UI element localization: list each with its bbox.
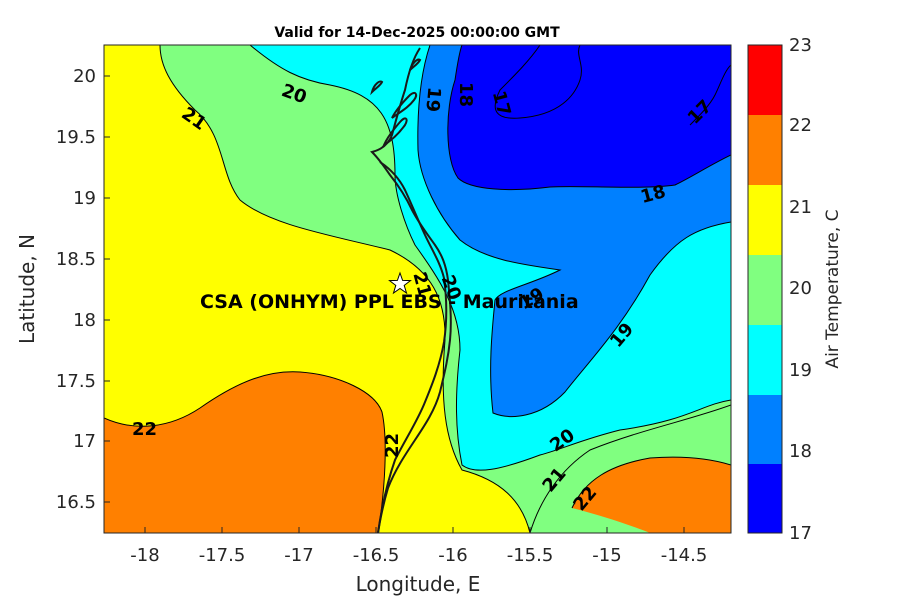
- x-tick-label: -16: [438, 545, 467, 566]
- plot-frame: [103, 44, 732, 534]
- x-tick-label: -15: [592, 545, 621, 566]
- site-label: CSA (ONHYM) PPL EBS - Mauritania: [200, 291, 579, 313]
- island-3: [370, 80, 384, 96]
- band-22-23-se: [572, 457, 731, 533]
- band-17-18: [447, 45, 731, 190]
- x-axis-label: Longitude, E: [356, 572, 481, 596]
- colorbar-band: [748, 255, 782, 325]
- y-tick-label: 18: [73, 310, 96, 331]
- x-tick-label: -14.5: [661, 545, 708, 566]
- isoline-17a: [494, 45, 582, 119]
- x-axis: -18 -17.5 -17 -16.5 -16 -15.5 -15 -14.5 …: [130, 527, 707, 596]
- colorbar-band: [748, 185, 782, 255]
- x-tick-label: -17: [284, 545, 313, 566]
- isoline-19: [417, 45, 731, 417]
- isoline-17b: [689, 64, 731, 126]
- island-2: [381, 117, 408, 148]
- colorbar-tick-label: 18: [789, 441, 812, 462]
- isoline-21-se: [529, 404, 731, 533]
- x-tick-label: -16.5: [353, 545, 400, 566]
- x-tick-label: -17.5: [199, 545, 246, 566]
- isoline-22-se: [571, 456, 731, 509]
- y-axis: 20 19.5 19 18.5 18 17.5 17 16.5 Latitude…: [15, 66, 110, 513]
- isoline-22-sw: [104, 371, 386, 533]
- contour-label: 18: [455, 82, 476, 107]
- y-tick-label: 17.5: [56, 371, 96, 392]
- colorbar-band: [748, 115, 782, 185]
- contour-label: 22: [132, 419, 157, 440]
- colorbar-band: [748, 325, 782, 395]
- colorbar-frame: [747, 44, 783, 534]
- coastline-inner: [377, 161, 448, 533]
- colorbar-tick-label: 21: [789, 197, 812, 218]
- colorbar-tick-label: 22: [789, 115, 812, 136]
- isoline-20: [249, 45, 731, 471]
- colorbar-tick-label: 23: [789, 35, 812, 56]
- star-icon: [388, 271, 412, 295]
- colorbar-tick-label: 17: [789, 523, 812, 544]
- y-tick-label: 17: [73, 431, 96, 452]
- y-tick-label: 19.5: [56, 127, 96, 148]
- x-tick-label: -15.5: [507, 545, 554, 566]
- contour-label: 22: [382, 433, 403, 458]
- colorbar-band: [748, 395, 782, 464]
- y-axis-label: Latitude, N: [15, 234, 39, 344]
- coastline-main: [370, 47, 452, 533]
- contour-label: 19: [421, 86, 444, 113]
- band-22-23-sw: [104, 371, 386, 533]
- island-1: [391, 91, 418, 119]
- colorbar-tick-label: 19: [789, 360, 812, 381]
- y-tick-label: 18.5: [56, 249, 96, 270]
- colorbar: 23 22 21 20 19 18 17 Air Temperature, C: [747, 35, 843, 544]
- coastline: [370, 47, 452, 533]
- y-tick-label: 19: [73, 188, 96, 209]
- island-4: [409, 58, 422, 71]
- map-title: Valid for 14-Dec-2025 00:00:00 GMT: [274, 25, 560, 41]
- isoline-21: [159, 45, 531, 533]
- y-tick-label: 16.5: [56, 492, 96, 513]
- colorbar-band: [748, 464, 782, 533]
- colorbar-band: [748, 45, 782, 115]
- isoline-18: [447, 45, 731, 191]
- x-tick-label: -18: [130, 545, 159, 566]
- y-tick-label: 20: [73, 66, 96, 87]
- isoline-layer: [104, 45, 731, 533]
- colorbar-label: Air Temperature, C: [823, 209, 843, 368]
- colorbar-tick-label: 20: [789, 278, 812, 299]
